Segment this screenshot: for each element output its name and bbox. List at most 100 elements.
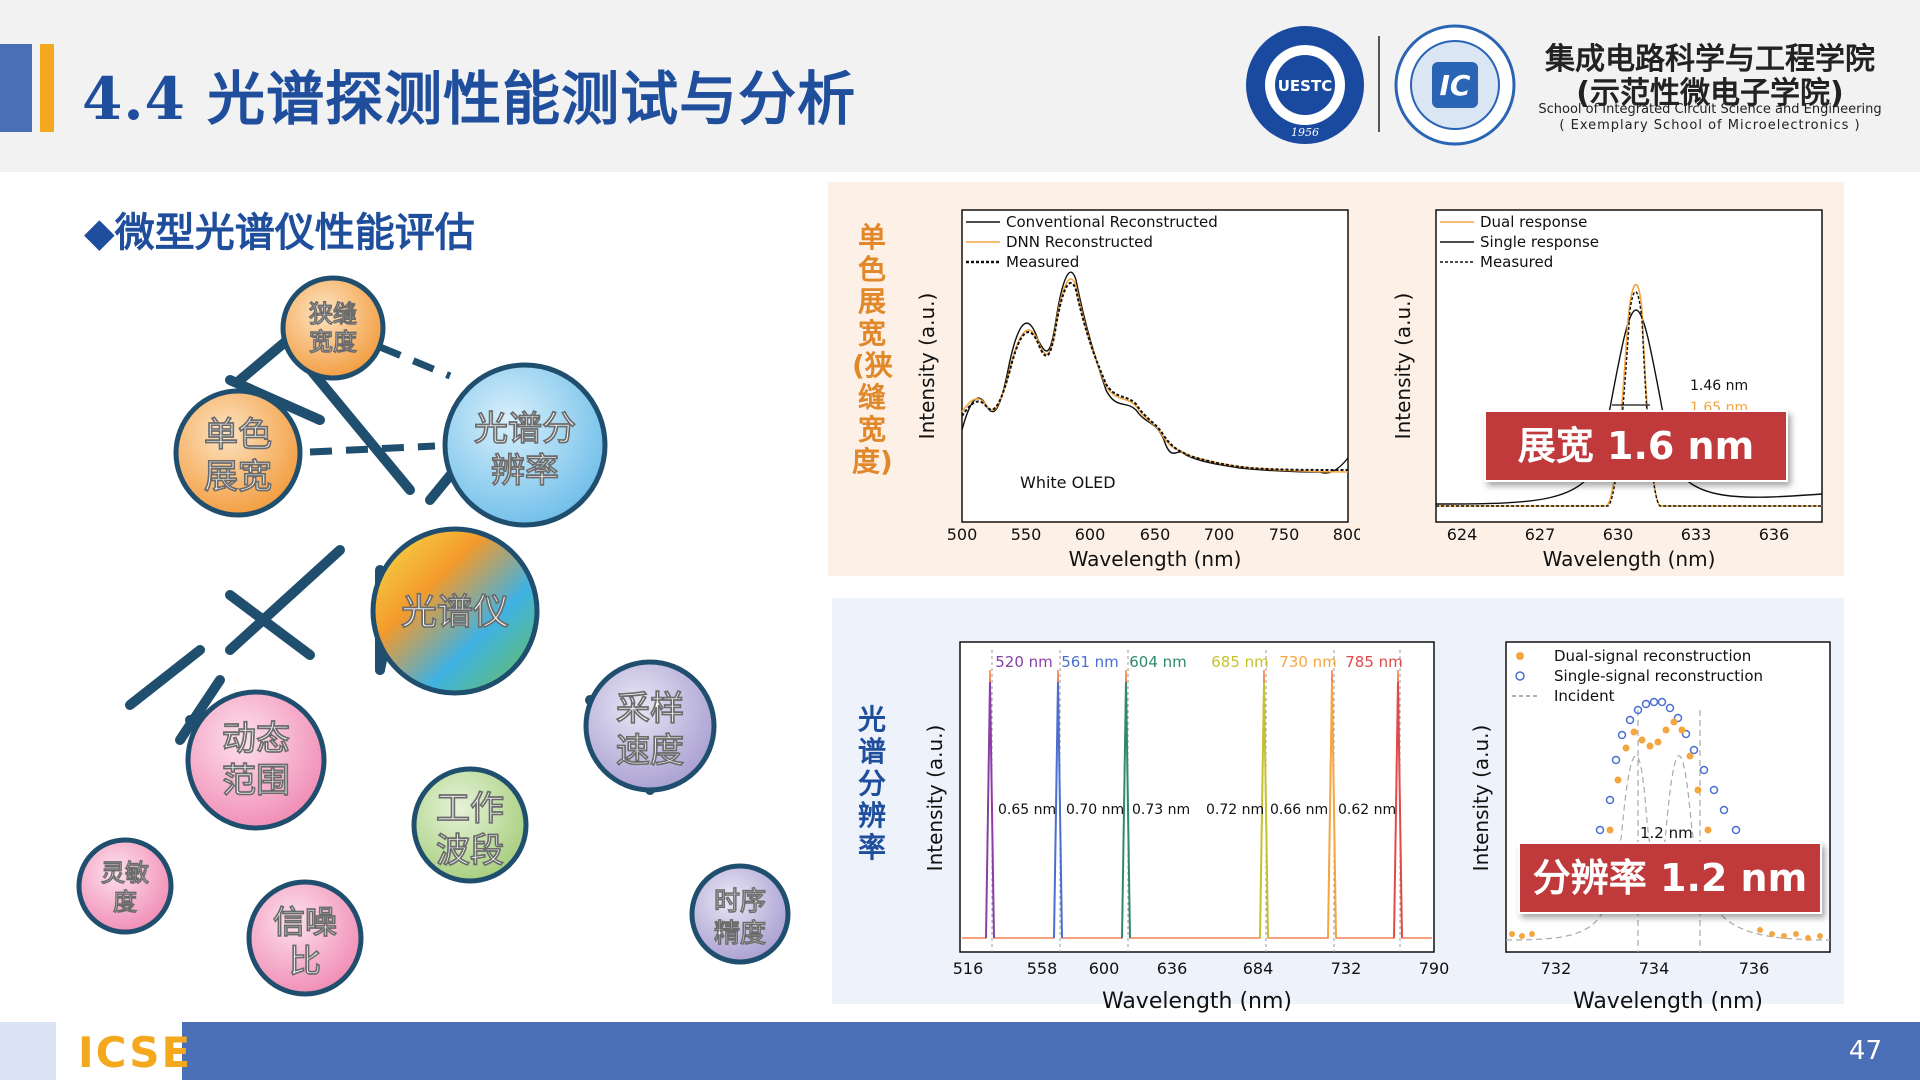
xtick: 633	[1681, 525, 1712, 544]
broadening-section-label: 单色展宽(狭缝宽度)	[852, 221, 893, 478]
uestc-logo-year: 1956	[1291, 126, 1319, 139]
annotation-1-46nm: 1.46 nm	[1690, 378, 1748, 394]
footer-logo-area: ICSE	[0, 1022, 190, 1080]
node-spectrometer-center	[370, 526, 540, 696]
school-logo-text: IC	[1440, 69, 1471, 102]
section-subtitle: ◆微型光谱仪性能评估	[84, 210, 475, 256]
footer: ICSE 47	[0, 1022, 1920, 1080]
label-dynamic-1: 动态	[222, 719, 290, 759]
node-working-band	[411, 766, 529, 884]
xtick: 500	[947, 525, 978, 544]
xtick: 790	[1419, 959, 1450, 978]
xtick: 600	[1089, 959, 1120, 978]
node-spectral-resolution	[442, 362, 608, 528]
peak-label-561: 561 nm	[1061, 653, 1119, 671]
width-label: 0.73 nm	[1132, 802, 1190, 818]
xtick: 684	[1243, 959, 1274, 978]
page-number: 47	[1848, 1036, 1882, 1066]
header: 4.4 光谱探测性能测试与分析 UESTC 1956 IC 集成电路科学与工程学…	[0, 0, 1920, 172]
peak-604	[1121, 681, 1131, 939]
node-sensitivity	[76, 837, 174, 935]
legend-dual-response: Dual response	[1480, 213, 1587, 231]
legend-conventional: Conventional Reconstructed	[1006, 213, 1218, 231]
label-sensitivity-2: 度	[113, 888, 138, 916]
y-axis-label: Intensity (a.u.)	[923, 725, 947, 872]
label-band-2: 波段	[436, 831, 504, 871]
label-timing-1: 时序	[714, 886, 766, 917]
x-axis-label: Wavelength (nm)	[1069, 547, 1242, 571]
legend-single-response: Single response	[1480, 233, 1599, 251]
peak-label-520: 520 nm	[995, 653, 1053, 671]
resolution-section-label: 光谱分辨率	[857, 703, 886, 864]
plot-frame	[959, 641, 1435, 953]
width-label: 0.65 nm	[998, 802, 1056, 818]
xtick: 558	[1027, 959, 1058, 978]
y-axis-label: Intensity (a.u.)	[915, 293, 939, 440]
x-axis-label: Wavelength (nm)	[1573, 989, 1763, 1014]
label-snr-1: 信噪	[273, 903, 337, 941]
peak-520	[985, 681, 995, 939]
spectrometer-diagram: 狭缝 宽度 单色 展宽 光谱分 辨率 光谱仪 动态 范围 工作 波段 采样 速度…	[76, 275, 791, 997]
legend-dnn: DNN Reconstructed	[1006, 233, 1153, 251]
annotation-white-oled: White OLED	[1020, 473, 1116, 492]
xtick: 624	[1447, 525, 1478, 544]
xtick: 732	[1541, 959, 1572, 978]
legend-single-signal: Single-signal reconstruction	[1554, 667, 1763, 685]
peak-785	[1393, 681, 1403, 939]
legend-incident: Incident	[1554, 687, 1615, 705]
width-label: 0.62 nm	[1338, 802, 1396, 818]
node-dynamic-range	[185, 689, 327, 831]
legend-measured: Measured	[1480, 253, 1553, 271]
label-sensitivity-1: 灵敏	[101, 859, 149, 887]
label-center: 光谱仪	[401, 592, 509, 633]
peak-label-685: 685 nm	[1211, 653, 1269, 671]
xtick: 636	[1157, 959, 1188, 978]
xtick: 800	[1333, 525, 1360, 544]
peak-685	[1259, 681, 1269, 939]
xtick: 630	[1603, 525, 1634, 544]
uestc-logo-icon: UESTC 1956	[1246, 26, 1364, 144]
icse-logo: ICSE	[78, 1028, 193, 1077]
accent-bar-orange	[40, 44, 54, 132]
logo-divider	[1378, 36, 1380, 132]
label-dynamic-2: 范围	[222, 761, 290, 801]
label-narrow-slit-2: 宽度	[309, 328, 358, 356]
resolution-callout: 分辨率 1.2 nm	[1518, 842, 1822, 914]
xtick: 650	[1140, 525, 1171, 544]
xtick: 700	[1204, 525, 1235, 544]
chart-white-oled: Conventional Reconstructed DNN Reconstru…	[915, 209, 1360, 571]
width-label: 0.70 nm	[1066, 802, 1124, 818]
school-name-en: School of Integrated Circuit Science and…	[1538, 102, 1882, 117]
chart-resolution: Dual-signal reconstruction Single-signal…	[1469, 641, 1831, 1014]
school-name-en-sub: ( Exemplary School of Microelectronics )	[1559, 118, 1861, 133]
label-mono-1: 单色	[204, 415, 272, 455]
node-mono-broadening	[173, 388, 303, 518]
peak-label-604: 604 nm	[1129, 653, 1187, 671]
y-axis-label: Intensity (a.u.)	[1469, 725, 1493, 872]
footer-accent-strip	[0, 1022, 56, 1080]
xtick: 600	[1075, 525, 1106, 544]
label-narrow-slit-1: 狭缝	[308, 300, 357, 328]
accent-bar-blue	[0, 44, 32, 132]
legend-dual-signal: Dual-signal reconstruction	[1554, 647, 1751, 665]
label-speed-2: 速度	[616, 731, 684, 771]
chart-broadening: Dual response Single response Measured 1…	[1391, 209, 1823, 571]
node-narrow-slit	[280, 275, 386, 381]
xtick: 550	[1011, 525, 1042, 544]
peak-561	[1053, 681, 1063, 939]
xtick: 734	[1639, 959, 1670, 978]
node-sampling-speed	[583, 659, 717, 793]
label-resolution-1: 光谱分	[474, 409, 576, 449]
y-axis-label: Intensity (a.u.)	[1391, 293, 1415, 440]
width-label: 0.72 nm	[1206, 802, 1264, 818]
peak-label-730: 730 nm	[1279, 653, 1337, 671]
series-single	[1435, 309, 1823, 505]
xtick: 636	[1759, 525, 1790, 544]
page-title: 4.4 光谱探测性能测试与分析	[82, 65, 857, 133]
school-name-cn-sub: (示范性微电子学院)	[1576, 76, 1844, 111]
peak-730	[1327, 681, 1337, 939]
x-axis-label: Wavelength (nm)	[1102, 989, 1292, 1014]
chart-peaks: 520 nm 561 nm 604 nm 685 nm 730 nm 785 n…	[923, 641, 1450, 1014]
x-axis-label: Wavelength (nm)	[1543, 547, 1716, 571]
label-resolution-2: 辨率	[491, 451, 559, 491]
